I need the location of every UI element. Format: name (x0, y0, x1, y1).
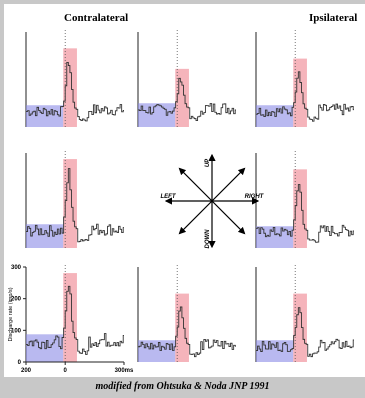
burst-window-box (293, 293, 307, 362)
y-tick-label: 100 (11, 328, 22, 334)
header-ipsilateral: Ipsilateral (309, 12, 358, 24)
histogram-trace (256, 184, 354, 243)
baseline-window-box (138, 340, 176, 362)
baseline-window-box (138, 103, 176, 127)
figure-caption: modified from Ohtsuka & Noda JNP 1991 (95, 381, 270, 392)
histogram-trace (256, 307, 354, 358)
y-tick-label: 0 (18, 360, 22, 366)
histogram-trace (26, 62, 124, 122)
compass-label-left: LEFT (161, 194, 177, 200)
histogram-trace (256, 71, 354, 122)
direction-arrow (211, 167, 246, 202)
burst-window-box (293, 58, 307, 127)
y-tick-label: 200 (11, 297, 22, 303)
x-tick-label: 200 (21, 368, 32, 374)
histogram-trace (138, 77, 236, 122)
direction-arrow (178, 167, 213, 202)
y-axis-label: Discharge rate (imp/s) (8, 287, 14, 341)
compass-label-up: UP (205, 158, 211, 167)
burst-window-box (293, 169, 307, 248)
x-tick-label: 0 (64, 368, 68, 374)
compass-label-down: DOWN (205, 229, 211, 249)
baseline-window-box (256, 226, 294, 248)
histogram-trace (138, 306, 236, 358)
histogram-trace (26, 285, 124, 355)
burst-window-box (63, 159, 77, 248)
x-tick-label: 300ms (115, 368, 134, 374)
direction-arrow (211, 200, 246, 235)
y-tick-label: 300 (11, 265, 22, 271)
header-contralateral: Contralateral (64, 12, 129, 24)
compass-label-right: RIGHT (245, 194, 265, 200)
histogram-trace (26, 168, 124, 243)
direction-arrow (178, 200, 213, 235)
